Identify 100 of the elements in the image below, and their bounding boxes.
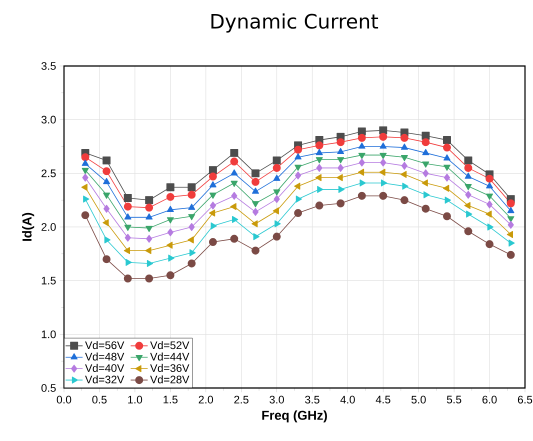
point xyxy=(188,204,196,210)
point xyxy=(358,134,366,142)
point xyxy=(252,208,259,216)
x-tick-label: 2.0 xyxy=(198,396,214,404)
point xyxy=(337,148,344,154)
point xyxy=(443,136,451,144)
legend-label: Vd=44V xyxy=(150,352,190,361)
point xyxy=(166,217,174,224)
point xyxy=(252,178,260,186)
point xyxy=(124,202,132,211)
point xyxy=(209,181,216,188)
point xyxy=(273,189,280,196)
point xyxy=(315,202,324,210)
y-tick-label: 2.5 xyxy=(42,169,56,178)
point xyxy=(272,207,279,214)
point xyxy=(81,184,88,191)
point xyxy=(464,227,472,236)
x-tick-label: 3.0 xyxy=(270,396,284,404)
x-tick-label: 6.5 xyxy=(518,396,532,404)
point xyxy=(338,186,345,193)
legend-label: Vd=48V xyxy=(85,352,124,361)
point xyxy=(167,228,174,236)
point xyxy=(272,164,281,172)
point xyxy=(252,188,260,194)
point xyxy=(379,168,386,176)
point xyxy=(294,209,302,218)
point xyxy=(443,154,450,160)
point xyxy=(464,184,472,190)
point xyxy=(379,192,388,200)
x-tick-label: 4.5 xyxy=(376,396,390,404)
point xyxy=(336,174,343,182)
point xyxy=(145,204,154,212)
point xyxy=(486,210,492,218)
point xyxy=(102,167,111,176)
y-tick-label: 1.0 xyxy=(42,330,56,338)
point xyxy=(252,220,258,228)
point xyxy=(444,196,451,204)
point xyxy=(422,204,430,213)
point xyxy=(336,199,345,208)
point xyxy=(168,254,174,262)
point xyxy=(506,250,515,259)
point xyxy=(486,194,494,200)
point xyxy=(208,238,217,246)
point xyxy=(315,141,324,150)
point xyxy=(166,192,174,201)
point xyxy=(464,156,472,164)
point xyxy=(422,161,430,168)
point xyxy=(230,148,238,157)
point xyxy=(507,206,514,214)
point xyxy=(294,182,300,190)
point xyxy=(188,214,196,220)
x-tick-label: 4.0 xyxy=(340,396,355,404)
point xyxy=(124,213,132,220)
point xyxy=(508,220,514,229)
point xyxy=(102,156,111,164)
y-tick-label: 3.5 xyxy=(41,62,56,70)
point xyxy=(400,196,408,204)
point xyxy=(188,190,196,199)
point xyxy=(400,134,408,142)
point xyxy=(274,195,280,204)
point xyxy=(464,164,472,172)
point xyxy=(316,148,323,156)
point xyxy=(317,186,324,193)
point xyxy=(358,127,366,136)
point xyxy=(380,152,387,160)
x-tick-label: 0.0 xyxy=(56,396,72,404)
point xyxy=(379,126,388,134)
point xyxy=(486,174,494,183)
point xyxy=(336,138,345,146)
point xyxy=(146,213,153,220)
point xyxy=(124,274,132,282)
point xyxy=(380,142,387,149)
point xyxy=(166,271,174,280)
point xyxy=(124,234,131,242)
point xyxy=(252,201,260,208)
x-tick-label: 5.0 xyxy=(411,396,426,404)
point xyxy=(508,240,515,247)
point xyxy=(230,158,238,166)
point xyxy=(272,232,281,241)
point xyxy=(232,216,238,223)
point xyxy=(337,157,344,164)
point xyxy=(401,162,408,170)
point xyxy=(273,174,280,181)
point xyxy=(166,242,173,249)
point xyxy=(188,259,196,268)
point xyxy=(294,164,302,171)
y-tick-label: 3.0 xyxy=(41,116,56,124)
point xyxy=(338,164,344,172)
point xyxy=(230,203,236,210)
point xyxy=(465,190,472,199)
point xyxy=(358,142,366,149)
legend-label: Vd=28V xyxy=(150,375,190,384)
legend-label: Vd=52V xyxy=(150,341,190,350)
y-tick-label: 0.5 xyxy=(41,384,56,392)
point xyxy=(231,192,238,200)
point xyxy=(124,247,130,254)
point xyxy=(507,216,514,222)
point xyxy=(145,247,152,254)
point xyxy=(208,172,217,181)
x-tick-label: 5.5 xyxy=(446,396,462,404)
